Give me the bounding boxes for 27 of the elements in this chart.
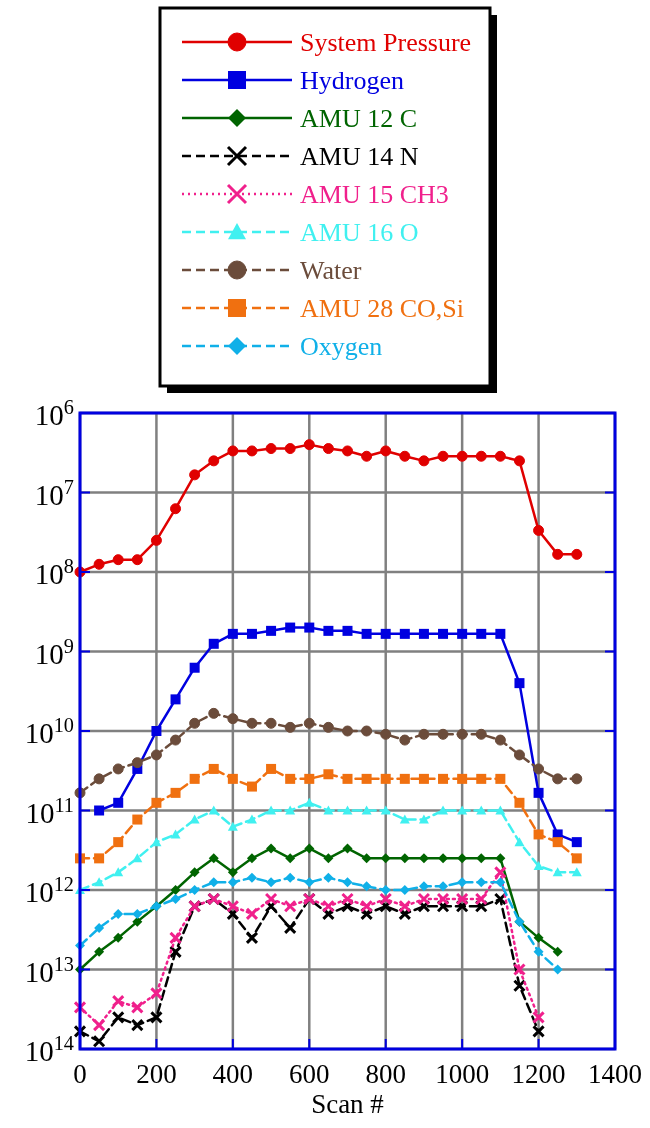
legend-label: AMU 28 CO,Si bbox=[300, 294, 464, 323]
x-tick-label: 800 bbox=[365, 1059, 406, 1089]
legend-label: Hydrogen bbox=[300, 66, 404, 95]
x-tick-label: 1400 bbox=[588, 1059, 642, 1089]
x-tick-label: 600 bbox=[289, 1059, 330, 1089]
x-tick-label: 400 bbox=[212, 1059, 254, 1089]
y-tick-label: 10$^{14}$ bbox=[24, 1032, 74, 1067]
legend-label: System Pressure bbox=[300, 28, 472, 57]
legend-label: Oxygen bbox=[300, 332, 383, 361]
y-tick-label: 10$^{13}$ bbox=[24, 952, 74, 988]
y-tick-label: 10$^{12}$ bbox=[24, 873, 74, 908]
y-tick-label: 10$^{6}$ bbox=[34, 396, 74, 431]
x-axis-title: Scan # bbox=[311, 1089, 385, 1119]
x-tick-label: 200 bbox=[136, 1059, 177, 1089]
legend-label: Water bbox=[300, 256, 362, 285]
y-tick-label: 10$^{9}$ bbox=[34, 634, 74, 670]
y-tick-label: 10$^{8}$ bbox=[34, 555, 74, 590]
x-tick-label: 1000 bbox=[435, 1059, 490, 1089]
y-tick-label: 10$^{11}$ bbox=[25, 793, 74, 829]
x-tick-label: 0 bbox=[73, 1059, 87, 1089]
legend-label: AMU 15 CH3 bbox=[300, 180, 449, 209]
legend-label: AMU 14 N bbox=[300, 142, 419, 171]
legend-label: AMU 12 C bbox=[300, 104, 418, 133]
legend-label: AMU 16 O bbox=[300, 218, 419, 247]
x-tick-label: 1200 bbox=[511, 1059, 566, 1089]
y-tick-label: 10$^{10}$ bbox=[24, 714, 74, 749]
y-tick-label: 10$^{7}$ bbox=[34, 475, 74, 511]
